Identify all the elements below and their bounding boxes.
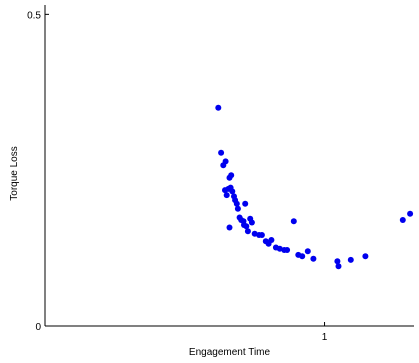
data-point [276, 245, 283, 252]
data-point [229, 188, 236, 195]
data-points [215, 104, 414, 270]
data-point [347, 256, 354, 263]
x-tick-label: 1 [322, 332, 328, 343]
data-point [304, 248, 311, 255]
data-point [268, 237, 275, 243]
data-point [258, 232, 265, 238]
data-point [241, 222, 247, 228]
data-point [242, 200, 249, 207]
data-point [248, 219, 255, 226]
data-point [310, 255, 317, 262]
data-point [334, 258, 341, 265]
data-point [233, 200, 240, 207]
x-axis-label: Engagement Time [189, 347, 271, 358]
data-point [299, 253, 306, 260]
data-point [234, 205, 241, 212]
data-point [290, 218, 297, 225]
y-tick-label: 0 [35, 322, 41, 333]
data-point [407, 210, 414, 217]
data-point [215, 104, 222, 111]
data-point [284, 247, 291, 253]
data-point [223, 192, 230, 199]
y-tick-label: 0.5 [27, 10, 41, 21]
data-point [222, 158, 229, 165]
y-axis-label: Torque Loss [9, 146, 20, 200]
data-point [228, 172, 235, 179]
data-point [362, 253, 369, 260]
tick-group: 00.51 [27, 10, 328, 343]
data-point [226, 224, 233, 231]
data-point [244, 228, 251, 235]
data-point [335, 263, 342, 270]
data-point [218, 149, 225, 156]
data-point [399, 217, 406, 223]
axes [44, 5, 414, 327]
